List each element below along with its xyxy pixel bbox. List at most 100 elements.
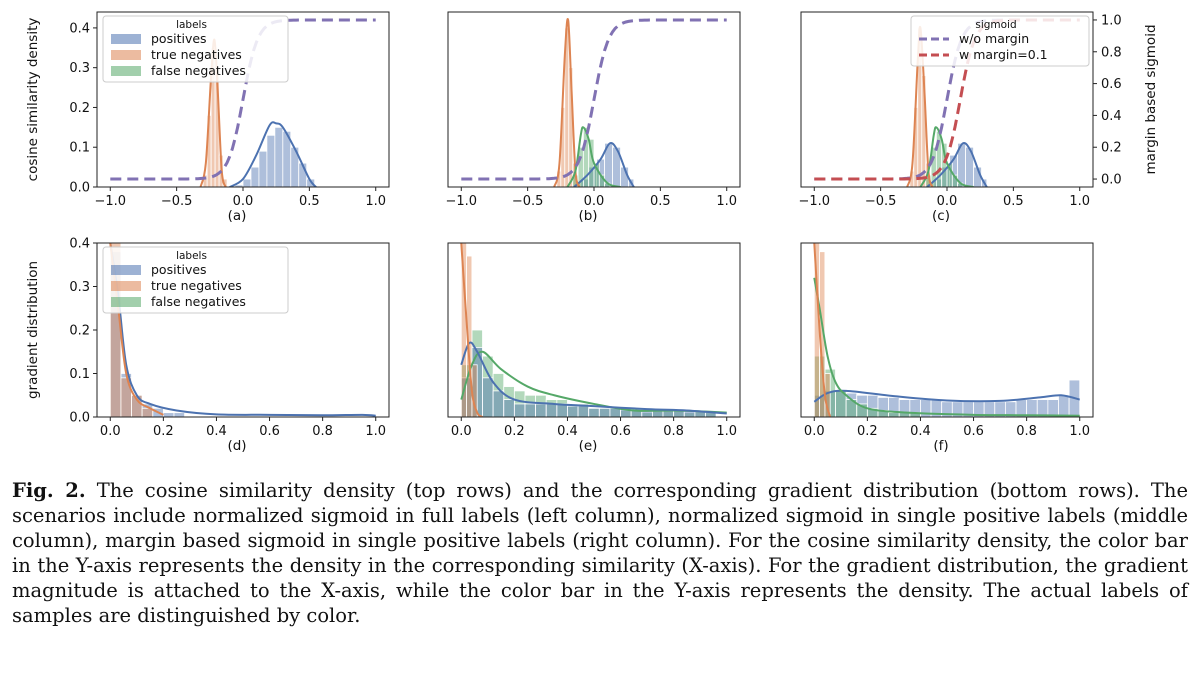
kde-line-false-negatives — [813, 277, 1080, 417]
bar-positives — [513, 403, 526, 417]
y-tick-label: 0.1 — [69, 367, 90, 382]
y-tick-right-label: 0.8 — [1101, 45, 1122, 60]
x-tick-label: 0.5 — [299, 194, 320, 209]
x-tick-label: 0.0 — [804, 424, 825, 439]
bar-positives — [1047, 399, 1059, 417]
y-tick-label: 0.3 — [69, 280, 90, 295]
y-tick-label: 0.3 — [69, 61, 90, 76]
legend-box — [102, 246, 289, 314]
bar-true-negatives — [120, 377, 132, 417]
x-tick-label: 0.6 — [259, 424, 280, 439]
legend-swatch — [111, 265, 141, 275]
bar-positives — [535, 403, 547, 417]
legend-swatch — [111, 281, 141, 291]
subplot-label: (b) — [578, 208, 597, 224]
x-tick-label: −1.0 — [94, 194, 126, 209]
subplot-label: (c) — [932, 208, 950, 224]
x-tick-label: 1.0 — [365, 194, 386, 209]
y-tick-label: 0.1 — [69, 141, 90, 156]
kde-line-positives — [109, 243, 376, 417]
bar-positives — [503, 399, 515, 417]
bar-positives — [598, 407, 611, 417]
subplot-label: (d) — [227, 438, 246, 454]
bar-positives — [162, 412, 175, 417]
bar-positives — [258, 150, 268, 187]
bar-positives — [492, 390, 505, 417]
legend-title: labels — [176, 19, 207, 31]
x-axis: −1.0 −0.5 0.0 0.5 1.0 — [798, 187, 1090, 209]
legend-entry: false negatives — [151, 63, 246, 78]
subplot-label: (f) — [933, 438, 948, 454]
bar-positives — [609, 407, 621, 417]
x-tick-label: 1.0 — [1069, 424, 1090, 439]
kde-line-positives — [813, 389, 1080, 403]
plot-area — [460, 243, 727, 417]
bar-false-negatives — [888, 412, 900, 417]
panel-c: −1.0 −0.5 0.0 0.5 1.0(c)0.00.20.40.60.81.0ma… — [798, 11, 1159, 224]
x-tick-label: 0.0 — [451, 424, 472, 439]
axes-frame — [800, 242, 1094, 418]
bar-positives — [482, 377, 494, 417]
legend-entry: w/o margin — [959, 31, 1029, 46]
y-axis: 0.0 0.1 0.2 0.3 0.4 — [69, 237, 97, 426]
subplot-label: (e) — [579, 438, 598, 454]
legend-entry: positives — [151, 262, 207, 277]
y-axis-right: 0.0 0.2 0.4 0.6 0.8 1.0 — [1093, 13, 1122, 188]
bar-positives — [567, 405, 579, 417]
x-tick-label: 0.2 — [857, 424, 878, 439]
bar-positives — [588, 407, 600, 417]
panel-f: 0.0 0.2 0.4 0.6 0.8 1.0 (f) — [800, 242, 1094, 454]
bar-positives — [524, 403, 536, 417]
x-tick-label: 0.8 — [1016, 424, 1037, 439]
legend-box — [910, 15, 1090, 67]
y-tick-right-label: 0.4 — [1101, 109, 1122, 124]
x-tick-label: 0.0 — [937, 194, 958, 209]
x-tick-label: 1.0 — [716, 194, 737, 209]
panel-d: 0.0 0.2 0.4 0.6 0.8 1.0 (d) 0.0 0.1 0.2 0.3 0.4 grad… — [25, 237, 390, 454]
plot-area — [199, 38, 317, 187]
caption-text: The cosine similarity density (top rows)… — [12, 479, 1189, 627]
plot-area — [813, 243, 1081, 417]
x-tick-label: −1.0 — [445, 194, 477, 209]
subplot-label: (a) — [228, 208, 247, 224]
legend-swatch — [111, 50, 141, 60]
y-axis-label: gradient distribution — [25, 261, 41, 399]
x-tick-label: 0.4 — [557, 424, 578, 439]
legend-entry: true negatives — [151, 47, 242, 62]
y-tick-label: 0.4 — [69, 237, 90, 252]
x-tick-label: 0.4 — [206, 424, 227, 439]
legend-title: labels — [176, 250, 207, 262]
x-tick-label: 0.0 — [233, 194, 254, 209]
x-tick-label: 0.4 — [910, 424, 931, 439]
bar-positives — [577, 405, 590, 417]
x-tick-label: 0.6 — [963, 424, 984, 439]
axes-frame — [447, 242, 741, 418]
kde-line-positives — [229, 121, 317, 187]
legend-entry: false negatives — [151, 294, 246, 309]
legend-entry: w margin=0.1 — [959, 47, 1048, 62]
x-axis: 0.0 0.2 0.4 0.6 0.8 1.0 — [804, 417, 1090, 439]
y-tick-label: 0.2 — [69, 101, 90, 116]
bar-positives — [242, 178, 252, 187]
x-tick-label: −0.5 — [512, 194, 544, 209]
sigmoid-w-o-margin — [461, 18, 727, 181]
bar-positives — [274, 126, 284, 187]
x-tick-label: −0.5 — [865, 194, 897, 209]
kde-line-false-negatives — [919, 126, 974, 187]
x-tick-label: 1.0 — [1069, 194, 1090, 209]
sigmoid-w-o-margin — [110, 18, 376, 181]
x-tick-label: 0.5 — [650, 194, 671, 209]
y-tick-label: 0.0 — [69, 181, 90, 196]
x-axis: 0.0 0.2 0.4 0.6 0.8 1.0 — [451, 417, 737, 439]
x-tick-label: 1.0 — [365, 424, 386, 439]
y-tick-label: 0.0 — [69, 411, 90, 426]
x-tick-label: 0.5 — [1003, 194, 1024, 209]
bar-positives — [1058, 394, 1070, 417]
bar-positives — [556, 403, 568, 417]
x-tick-label: 0.2 — [504, 424, 525, 439]
figure-label: Fig. 2. — [12, 479, 86, 502]
x-axis: 0.0 0.2 0.4 0.6 0.8 1.0 — [100, 417, 386, 439]
